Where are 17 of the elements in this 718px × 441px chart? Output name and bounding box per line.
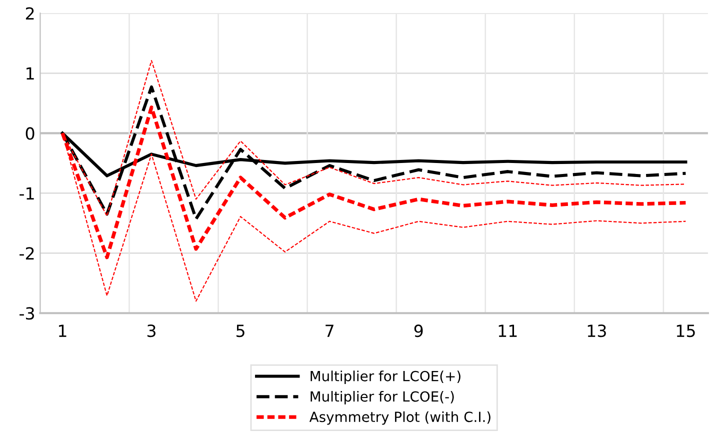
y-tick-label: -2 [20, 247, 34, 260]
y-tick-label: 0 [26, 127, 34, 140]
x-tick-label: 1 [58, 324, 66, 337]
y-tick-label: 2 [26, 7, 34, 20]
x-tick-label: 11 [498, 324, 517, 337]
legend-label: Multiplier for LCOE(-) [310, 390, 454, 404]
legend-label: Multiplier for LCOE(+) [310, 370, 460, 384]
legend-label: Asymmetry Plot (with C.I.) [309, 411, 490, 425]
x-tick-label: 15 [676, 324, 695, 338]
x-tick-label: 7 [326, 324, 334, 337]
x-tick-label: 3 [147, 324, 156, 338]
y-tick-label: -3 [20, 307, 34, 320]
x-tick-label: 13 [588, 324, 606, 338]
y-tick-label: -1 [20, 187, 34, 200]
x-tick-label: 9 [414, 324, 423, 338]
x-tick-label: 5 [236, 324, 244, 338]
y-tick-label: 1 [26, 67, 34, 80]
